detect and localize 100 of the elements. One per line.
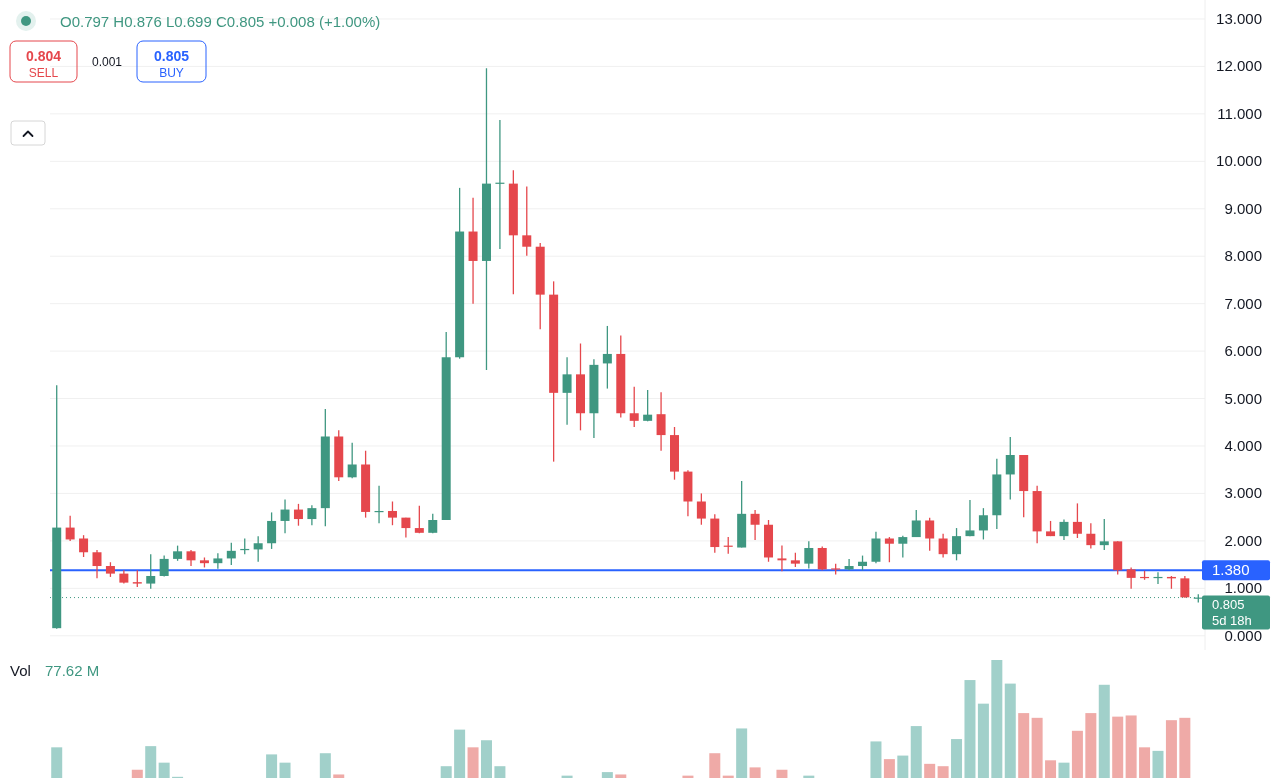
bar	[454, 729, 466, 778]
y-tick-label: 10.000	[1216, 152, 1262, 170]
candlestick	[65, 515, 75, 542]
y-tick-label: 7.000	[1224, 294, 1262, 312]
candlestick	[79, 534, 89, 558]
annotation: SELL	[28, 66, 59, 80]
candlestick	[844, 558, 854, 571]
text: Vol	[10, 662, 31, 679]
y-tick-label: 0.000	[1224, 626, 1262, 644]
bar	[615, 774, 627, 778]
bar	[266, 754, 278, 778]
bar	[158, 762, 170, 778]
candlestick	[629, 386, 639, 428]
bar	[977, 703, 989, 778]
bar	[964, 680, 976, 778]
annotation: 0.804	[25, 48, 62, 64]
candlestick	[1086, 522, 1096, 550]
candlestick	[92, 549, 102, 580]
candlestick	[522, 185, 532, 257]
bar	[131, 769, 143, 778]
candlestick	[1005, 436, 1015, 501]
candlestick	[656, 391, 666, 452]
y-tick-label: 6.000	[1224, 342, 1262, 360]
candlestick	[965, 499, 975, 537]
y-tick-label: 12.000	[1216, 57, 1262, 75]
candlestick	[602, 325, 612, 390]
candlestick	[898, 535, 908, 559]
annotation: BUY	[159, 66, 184, 80]
bar	[319, 753, 331, 778]
bar	[883, 759, 895, 778]
candlestick	[387, 500, 397, 526]
candlestick	[817, 545, 827, 571]
bar	[601, 772, 613, 778]
bar	[1179, 717, 1191, 778]
bar	[1125, 715, 1137, 778]
candlestick	[562, 356, 572, 426]
candlestick	[226, 542, 236, 566]
bar	[924, 763, 936, 778]
bar	[1031, 717, 1043, 778]
bar	[1058, 762, 1070, 778]
candlestick	[925, 516, 935, 552]
y-tick-label: 5.000	[1224, 389, 1262, 407]
bar	[870, 741, 882, 778]
candlestick	[911, 509, 921, 538]
bar	[1098, 684, 1110, 778]
candlestick	[952, 527, 962, 561]
candlestick	[307, 504, 317, 526]
annotation: 77.62 M	[45, 662, 100, 679]
bar	[467, 747, 479, 778]
bar	[951, 739, 963, 778]
candlestick	[146, 553, 156, 590]
bar	[1004, 683, 1016, 778]
bar	[145, 746, 157, 778]
candlestick	[804, 540, 814, 570]
bar	[1045, 760, 1057, 778]
bar	[279, 762, 291, 778]
candlestick	[253, 535, 263, 563]
bar	[749, 767, 761, 778]
y-tick-label: 3.000	[1224, 484, 1262, 502]
y-tick-label: 2.000	[1224, 531, 1262, 549]
candlestick	[696, 492, 706, 526]
bar	[1071, 730, 1083, 778]
bar	[333, 774, 345, 778]
candlestick	[1126, 566, 1136, 590]
candlestick	[978, 507, 988, 541]
candlestick	[1099, 518, 1109, 551]
bar	[937, 766, 949, 778]
bar	[991, 660, 1003, 778]
bar	[910, 726, 922, 778]
text: 5d 18h	[1212, 612, 1252, 628]
annotation: O0.797 H0.876 L0.699 C0.805 +0.008 (+1.00%)	[60, 13, 381, 30]
annotation: 0.805	[153, 48, 190, 64]
bar	[776, 769, 788, 778]
bar	[480, 740, 492, 778]
candlestick	[1072, 502, 1082, 539]
y-tick-label: 4.000	[1224, 436, 1262, 454]
bar	[1165, 720, 1177, 778]
y-tick-label: 1.000	[1224, 579, 1262, 597]
bar	[51, 747, 63, 778]
y-tick-label: 13.000	[1216, 9, 1262, 27]
bar	[1085, 713, 1097, 778]
candlestick	[938, 533, 948, 559]
candlestick	[267, 511, 277, 550]
candlestick	[280, 498, 290, 534]
bar	[1139, 747, 1151, 778]
bar	[1018, 713, 1030, 778]
y-tick-label: 11.000	[1217, 104, 1262, 122]
candlestick	[777, 544, 787, 572]
bar	[736, 728, 748, 778]
candlestick	[213, 552, 223, 570]
bar	[897, 755, 909, 778]
candlestick	[414, 505, 424, 534]
bar	[1152, 750, 1164, 778]
candlestick	[293, 503, 303, 527]
candlestick	[750, 509, 760, 541]
candlestick	[871, 531, 881, 564]
candlestick	[643, 389, 653, 422]
candlestick	[884, 536, 894, 563]
bar	[494, 766, 506, 778]
bar	[1112, 716, 1124, 778]
